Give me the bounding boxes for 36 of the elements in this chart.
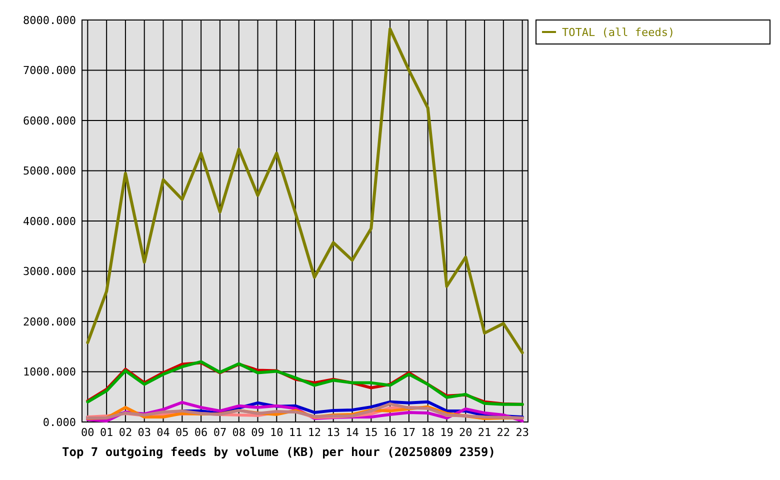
y-tick-label: 3000.000: [23, 265, 76, 278]
y-tick-label: 0.000: [42, 416, 76, 429]
y-tick-label: 5000.000: [23, 164, 76, 178]
x-tick-label: 00: [81, 426, 94, 439]
x-tick-label: 06: [194, 426, 208, 439]
y-tick-label: 4000.000: [23, 214, 76, 228]
x-tick-label: 21: [478, 426, 492, 439]
y-tick-label: 6000.000: [23, 114, 76, 128]
y-tick-label: 7000.000: [23, 64, 76, 78]
x-tick-label: 04: [156, 426, 170, 439]
y-tick-label: 8000.000: [23, 14, 76, 27]
x-tick-label: 10: [270, 426, 284, 439]
x-tick-label: 17: [402, 426, 416, 439]
x-tick-label: 19: [440, 426, 454, 439]
line-series: [86, 28, 524, 354]
x-tick-label: 20: [459, 426, 472, 439]
x-tick-label: 07: [213, 426, 227, 439]
x-tick-label: 16: [383, 426, 397, 439]
x-tick-label: 02: [118, 426, 132, 439]
x-tick-label: 11: [288, 426, 302, 439]
y-tick-label: 1000.000: [23, 366, 76, 379]
x-tick-label: 15: [364, 426, 378, 439]
legend-label: TOTAL (all feeds): [562, 26, 675, 39]
x-tick-label: 09: [251, 426, 264, 439]
x-tick-label: 14: [346, 426, 360, 439]
text: Top 7 outgoing feeds by volume (KB) per hour (20250809 2359): [62, 445, 496, 459]
x-tick-label: 18: [421, 426, 434, 439]
x-tick-label: 03: [138, 426, 151, 439]
x-tick-label: 23: [516, 426, 529, 439]
x-tick-label: 01: [100, 426, 114, 439]
x-tick-label: 13: [326, 426, 340, 439]
y-tick-label: 2000.000: [23, 315, 76, 328]
x-tick-label: 12: [308, 426, 322, 439]
x-tick-label: 05: [176, 426, 189, 439]
x-tick-label: 08: [232, 426, 246, 439]
x-tick-label: 22: [496, 426, 510, 439]
